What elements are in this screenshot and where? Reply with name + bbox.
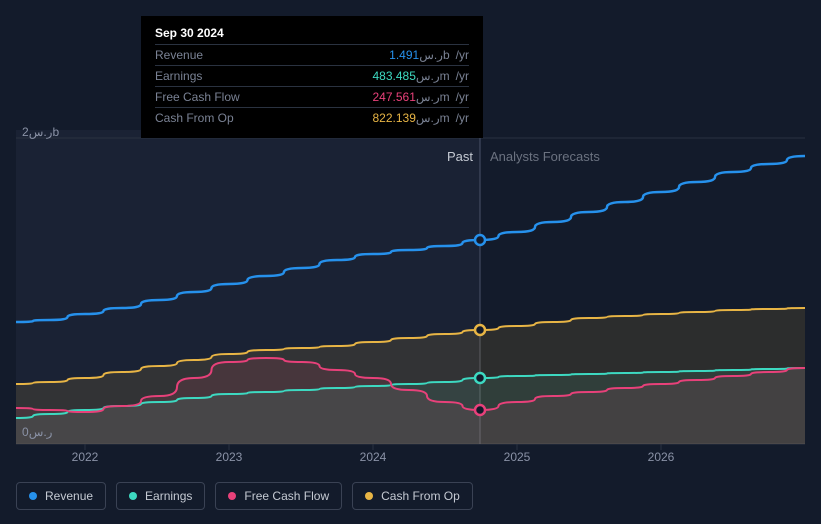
tooltip-metric-label: Free Cash Flow (155, 90, 240, 104)
tooltip-metric-label: Cash From Op (155, 111, 234, 125)
legend-item-cash-from-op[interactable]: Cash From Op (352, 482, 473, 510)
tooltip-row: Earnings 483.485ر.سm/yr (155, 65, 469, 86)
forecast-section-label: Analysts Forecasts (490, 149, 600, 164)
legend-dot-icon (129, 492, 137, 500)
tooltip-date: Sep 30 2024 (155, 26, 469, 44)
tooltip-metric-label: Revenue (155, 48, 203, 62)
legend-dot-icon (365, 492, 373, 500)
y-axis-bottom-label: ر.س0 (22, 425, 52, 439)
legend-dot-icon (29, 492, 37, 500)
tooltip-value: 1.491ر.سb/yr (389, 48, 469, 62)
tooltip-value: 247.561ر.سm/yr (372, 90, 469, 104)
legend-label: Earnings (145, 489, 192, 503)
legend-item-free-cash-flow[interactable]: Free Cash Flow (215, 482, 342, 510)
tooltip-metric-label: Earnings (155, 69, 202, 83)
tooltip-value: 822.139ر.سm/yr (372, 111, 469, 125)
legend-dot-icon (228, 492, 236, 500)
legend-item-earnings[interactable]: Earnings (116, 482, 205, 510)
tooltip-value: 483.485ر.سm/yr (372, 69, 469, 83)
financial-forecast-chart: ر.س2b ر.س0 2022 2023 2024 2025 2026 Past Ana… (0, 0, 821, 524)
y-axis-top-label: ر.س2b (22, 125, 59, 139)
legend-label: Revenue (45, 489, 93, 503)
legend-label: Free Cash Flow (244, 489, 329, 503)
x-axis-label: 2024 (360, 450, 387, 464)
x-axis-label: 2025 (504, 450, 531, 464)
chart-tooltip: Sep 30 2024 Revenue 1.491ر.سb/yr Earnings 4… (141, 16, 483, 138)
tooltip-row: Cash From Op 822.139ر.سm/yr (155, 107, 469, 128)
x-axis-label: 2022 (72, 450, 99, 464)
legend-label: Cash From Op (381, 489, 460, 503)
tooltip-row: Revenue 1.491ر.سb/yr (155, 44, 469, 65)
legend-item-revenue[interactable]: Revenue (16, 482, 106, 510)
past-section-label: Past (447, 149, 473, 164)
chart-legend: Revenue Earnings Free Cash Flow Cash From O… (16, 482, 473, 510)
x-axis-label: 2026 (648, 450, 675, 464)
tooltip-row: Free Cash Flow 247.561ر.سm/yr (155, 86, 469, 107)
x-axis-label: 2023 (216, 450, 243, 464)
